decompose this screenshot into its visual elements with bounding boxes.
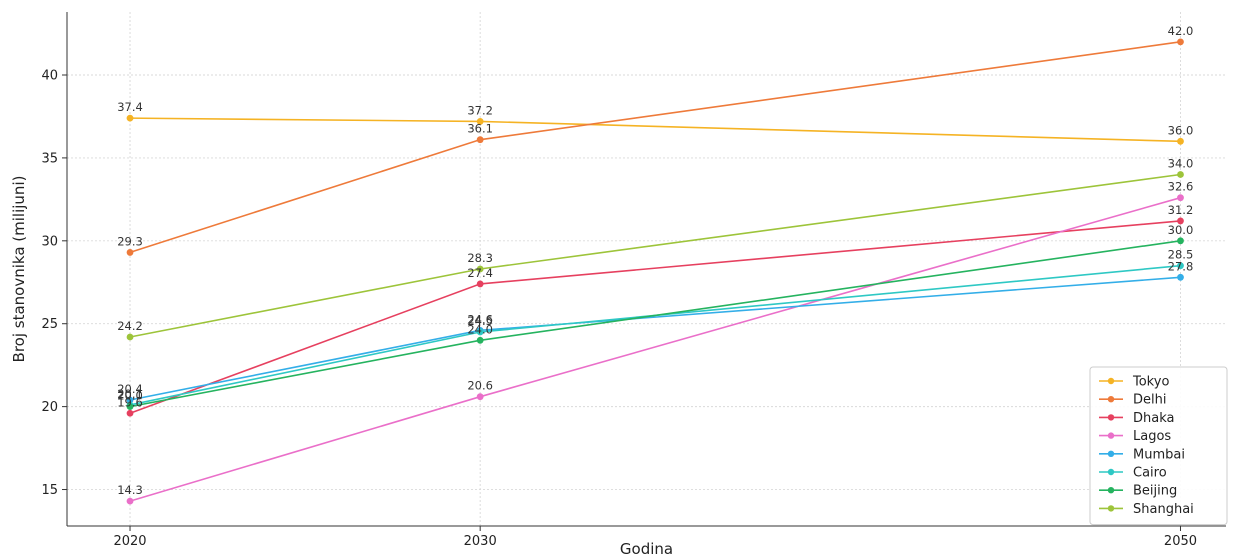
- legend-label-mumbai: Mumbai: [1133, 447, 1185, 462]
- legend-marker-mumbai: [1107, 450, 1115, 457]
- data-label-dhaka: 27.4: [467, 266, 493, 280]
- axes: 2020 2030 2050 15 20 25 30 35 40: [41, 12, 1226, 549]
- data-point-beijing: [126, 403, 134, 411]
- series-line-lagos: [129, 196, 1181, 502]
- x-tick-label: 2030: [464, 534, 497, 549]
- x-tick-label: 2020: [113, 534, 146, 549]
- data-point-beijing: [1177, 237, 1184, 245]
- legend-label-delhi: Delhi: [1133, 393, 1166, 408]
- data-point-cairo: [1177, 262, 1184, 270]
- grid: [67, 12, 1226, 526]
- legend-marker-delhi: [1107, 396, 1115, 403]
- data-label-dhaka: 31.2: [1168, 203, 1194, 217]
- legend-label-tokyo: Tokyo: [1132, 375, 1169, 390]
- legend-marker-shanghai: [1107, 505, 1115, 512]
- data-point-shanghai: [126, 333, 134, 341]
- data-label-delhi: 29.3: [117, 234, 143, 248]
- data-point-delhi: [126, 249, 134, 256]
- data-point-dhaka: [1177, 217, 1184, 225]
- data-label-delhi: 42.0: [1168, 24, 1194, 38]
- legend-label-dhaka: Dhaka: [1133, 411, 1174, 426]
- legend-label-cairo: Cairo: [1133, 466, 1167, 481]
- data-point-delhi: [476, 136, 484, 144]
- y-tick-label: 15: [41, 483, 58, 498]
- series-line-cairo: [129, 264, 1181, 406]
- series-line-delhi: [129, 41, 1181, 254]
- data-label-tokyo: 37.4: [117, 100, 143, 114]
- data-label-cairo: 20.1: [117, 387, 143, 401]
- data-point-mumbai: [126, 396, 134, 404]
- data-labels: 37.4 37.2 36.0 29.3 36.1 42.0 19.6 27.4 31.2 14.3…: [117, 24, 1193, 497]
- data-point-lagos: [1177, 194, 1184, 202]
- data-label-cairo: 24.5: [467, 314, 493, 328]
- data-label-lagos: 14.3: [117, 483, 143, 497]
- y-tick-label: 25: [41, 317, 58, 332]
- data-point-tokyo: [476, 118, 484, 125]
- data-label-tokyo: 37.2: [467, 103, 493, 117]
- data-point-delhi: [1177, 38, 1184, 46]
- data-point-shanghai: [1177, 171, 1184, 178]
- series-line-mumbai: [129, 276, 1181, 401]
- data-label-mumbai: 24.6: [467, 312, 493, 326]
- legend-marker-beijing: [1107, 487, 1115, 494]
- data-label-shanghai: 24.2: [117, 319, 143, 333]
- legend-marker-tokyo: [1107, 377, 1115, 385]
- x-axis-title: Godina: [620, 540, 673, 558]
- data-label-beijing: 20.0: [117, 389, 143, 403]
- y-tick-label: 40: [41, 69, 58, 84]
- data-label-beijing: 30.0: [1168, 223, 1194, 237]
- data-point-tokyo: [126, 114, 134, 122]
- series-lines: [126, 38, 1184, 505]
- y-tick-label: 35: [41, 151, 58, 166]
- data-point-shanghai: [476, 265, 484, 273]
- data-label-lagos: 20.6: [467, 379, 493, 393]
- legend-label-beijing: Beijing: [1133, 484, 1177, 499]
- y-tick-label: 20: [41, 400, 58, 415]
- data-label-beijing: 24.0: [467, 322, 493, 336]
- data-label-dhaka: 19.6: [117, 395, 143, 409]
- data-label-shanghai: 34.0: [1168, 156, 1194, 170]
- legend: Tokyo Delhi Dhaka Lagos Mumbai Cairo Beijing Sh…: [1089, 366, 1228, 526]
- y-tick-label: 30: [41, 234, 58, 249]
- data-point-lagos: [476, 393, 484, 401]
- legend-marker-lagos: [1107, 432, 1115, 439]
- legend-marker-cairo: [1107, 468, 1115, 476]
- legend-label-shanghai: Shanghai: [1133, 502, 1194, 517]
- data-point-cairo: [476, 328, 484, 336]
- data-point-dhaka: [476, 280, 484, 288]
- data-point-tokyo: [1177, 137, 1184, 145]
- series-line-tokyo: [130, 117, 1181, 143]
- data-point-mumbai: [1177, 273, 1184, 281]
- data-point-dhaka: [126, 409, 134, 417]
- data-label-shanghai: 28.3: [467, 251, 493, 265]
- data-point-beijing: [476, 336, 484, 344]
- y-axis-title: Broj stanovnika (milijuni): [10, 176, 28, 363]
- data-label-tokyo: 36.0: [1168, 123, 1194, 137]
- data-point-lagos: [126, 497, 134, 505]
- x-tick-label: 2050: [1164, 534, 1197, 549]
- legend-marker-dhaka: [1107, 414, 1115, 421]
- series-line-shanghai: [129, 173, 1181, 338]
- data-label-lagos: 32.6: [1168, 180, 1194, 194]
- data-label-mumbai: 20.4: [117, 382, 143, 396]
- data-label-delhi: 36.1: [467, 122, 493, 136]
- legend-label-lagos: Lagos: [1133, 429, 1171, 444]
- data-label-cairo: 28.5: [1168, 248, 1194, 262]
- legend-box: [1089, 366, 1228, 526]
- data-label-mumbai: 27.8: [1168, 259, 1194, 273]
